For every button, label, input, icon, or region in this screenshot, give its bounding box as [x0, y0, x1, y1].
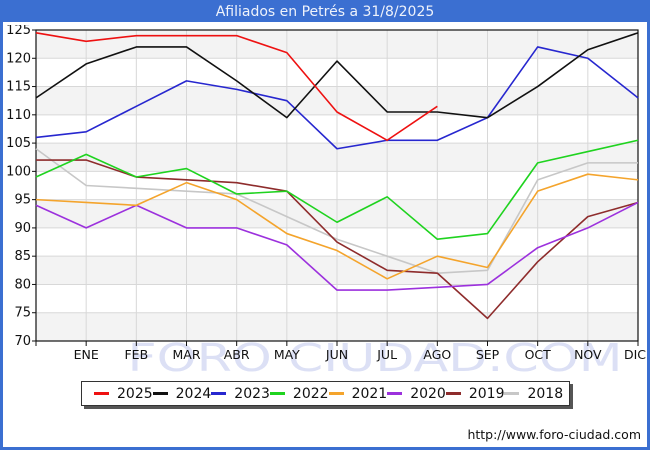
series-line-2021	[35, 173, 639, 280]
x-axis-label: ENE	[74, 347, 99, 362]
y-axis-label: 90	[14, 221, 31, 236]
x-axis-label: MAY	[274, 347, 300, 362]
chart-legend: 2025 2024 2023 2022 2021 2020 2019 2018	[81, 381, 570, 406]
legend-swatch-2019	[445, 392, 461, 395]
series-line-2024	[35, 32, 639, 119]
x-axis-label: JUN	[325, 347, 348, 362]
legend-item-2019: 2019	[445, 385, 505, 402]
footer-link[interactable]: http://www.foro-ciudad.com	[467, 427, 641, 442]
legend-swatch-2021	[328, 392, 344, 395]
legend-item-2018: 2018	[504, 387, 563, 401]
legend-swatch-2024	[152, 392, 168, 395]
chart-title: Afiliados en Petrés a 31/8/2025	[215, 4, 435, 20]
y-axis-label: 95	[14, 193, 31, 208]
legend-label-2021: 2021	[351, 385, 388, 402]
legend-swatch-2025	[94, 392, 109, 395]
legend-item-2020: 2020	[387, 387, 446, 401]
legend-item-2022: 2022	[269, 385, 329, 402]
y-axis-label: 100	[6, 164, 31, 179]
legend-item-2021: 2021	[328, 385, 388, 402]
x-axis-label: DIC	[624, 347, 646, 362]
chart-title-bar: Afiliados en Petrés a 31/8/2025	[3, 3, 647, 22]
legend-label-2018: 2018	[527, 385, 564, 402]
legend-item-2024: 2024	[152, 385, 212, 402]
x-axis-label: AGO	[423, 347, 451, 362]
legend-label-2023: 2023	[234, 385, 270, 402]
x-axis-label: ABR	[224, 347, 250, 362]
x-axis-label: MAR	[172, 347, 200, 362]
legend-label-2020: 2020	[410, 385, 446, 402]
x-axis-label: OCT	[525, 347, 552, 362]
y-axis-label: 115	[6, 80, 31, 95]
legend-label-2024: 2024	[175, 385, 212, 402]
legend-item-2025: 2025	[94, 387, 153, 401]
plot-border	[35, 29, 639, 342]
series-line-2018	[35, 148, 638, 274]
legend-swatch-2023	[211, 392, 227, 395]
legend-swatch-2018	[504, 392, 520, 395]
y-axis-label: 110	[6, 108, 31, 123]
x-axis-label: JUL	[376, 347, 397, 362]
y-axis-label: 75	[14, 306, 31, 321]
series-line-2023	[35, 46, 639, 150]
y-axis-label: 120	[6, 51, 31, 66]
y-axis-label: 125	[6, 25, 31, 38]
legend-label-2019: 2019	[468, 385, 505, 402]
y-axis-label: 80	[14, 277, 31, 292]
legend-swatch-2020	[387, 392, 403, 395]
affiliates-line-chart: FORO CIUDAD.COM 70 75 80 85 90 95 100 105 110 115 1…	[6, 25, 646, 380]
legend-item-2023: 2023	[211, 387, 270, 401]
series-line-2022	[35, 139, 639, 241]
x-axis-label: NOV	[574, 347, 602, 362]
y-axis-label: 105	[6, 136, 31, 151]
x-axis-label: FEB	[124, 347, 148, 362]
legend-swatch-2022	[269, 392, 285, 395]
series-line-2025	[35, 32, 438, 142]
y-axis-label: 85	[14, 249, 31, 264]
legend-label-2022: 2022	[292, 385, 329, 402]
y-axis-label: 70	[14, 334, 31, 349]
watermark-text: FORO CIUDAD.COM	[128, 336, 623, 380]
legend-label-2025: 2025	[117, 385, 153, 402]
x-axis-label: SEP	[476, 347, 500, 362]
